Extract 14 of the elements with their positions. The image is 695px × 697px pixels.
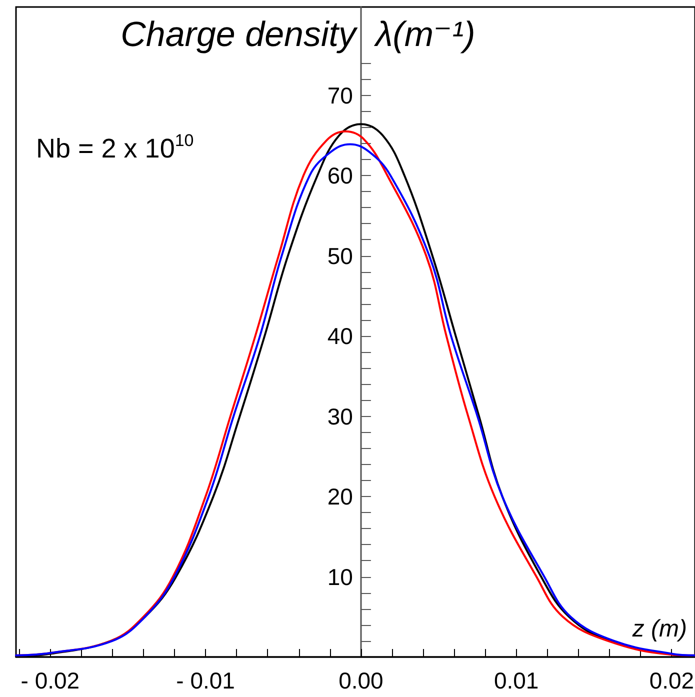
x-tick-label: 0.00 bbox=[338, 668, 384, 694]
x-tick-label: 0.01 bbox=[494, 668, 539, 694]
x-tick-label: - 0.01 bbox=[176, 668, 235, 694]
y-tick-label: 60 bbox=[327, 162, 353, 189]
y-axis-title: Charge density λ(m⁻¹) bbox=[120, 15, 476, 54]
y-tick-label: 70 bbox=[327, 82, 353, 108]
y-tick-label: 30 bbox=[327, 403, 353, 430]
x-axis-title: z (m) bbox=[631, 616, 687, 642]
y-tick-label: 50 bbox=[327, 242, 353, 269]
y-tick-label: 20 bbox=[327, 484, 353, 510]
x-tick-label: 0.02 bbox=[649, 668, 694, 694]
y-tick-label: 40 bbox=[327, 323, 353, 350]
x-tick-label: - 0.02 bbox=[20, 668, 80, 694]
y-tick-label: 10 bbox=[327, 564, 353, 590]
